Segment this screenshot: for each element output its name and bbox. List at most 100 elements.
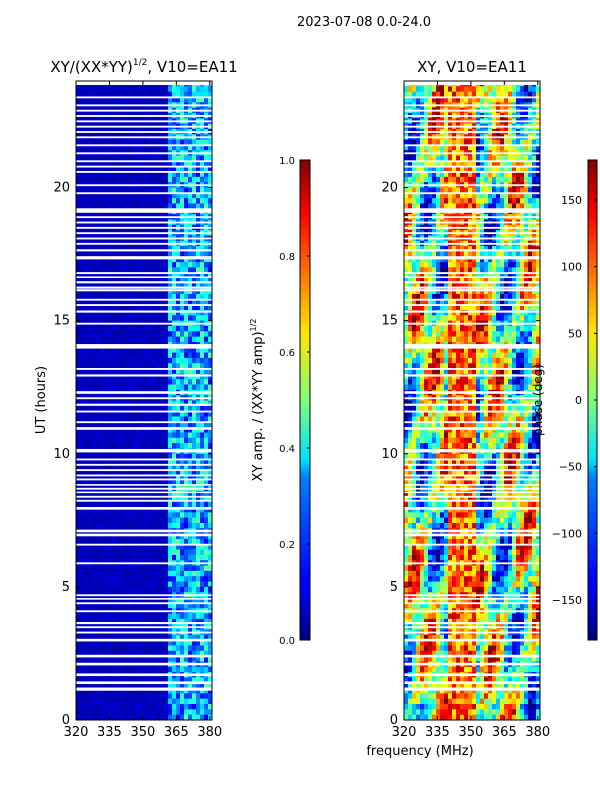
heatmap-cell [160,246,165,252]
heatmap-cell [88,427,93,433]
heatmap-cell [88,144,93,151]
heatmap-cell [96,533,101,540]
heatmap-cell [104,96,109,103]
heatmap-cell [132,160,137,167]
heatmap-cell [116,597,121,604]
heatmap-cell [76,650,81,657]
heatmap-cell [116,272,121,279]
heatmap-cell [100,411,105,417]
heatmap-cell [180,144,185,151]
heatmap-cell [188,86,193,93]
heatmap-cell [148,283,153,290]
heatmap-cell [112,176,117,183]
heatmap-cell [500,139,505,146]
heatmap-cell [168,315,173,322]
heatmap-cell [188,304,193,311]
heatmap-cell [132,453,137,460]
heatmap-cell [196,549,201,556]
heatmap-cell [168,704,173,710]
heatmap-cell [124,144,129,151]
heatmap-cell [184,459,189,465]
heatmap-cell [136,480,141,487]
heatmap-cell [132,294,137,300]
heatmap-cell [192,581,197,588]
heatmap-cell [84,586,89,593]
heatmap-cell [92,262,97,268]
heatmap-cell [124,544,129,551]
heatmap-cell [108,650,113,657]
heatmap-cell [192,427,197,433]
heatmap-cell [84,86,89,93]
heatmap-cell [104,459,109,465]
heatmap-cell [148,491,153,497]
heatmap-cell [76,192,81,199]
heatmap-cell [152,554,157,561]
heatmap-cell [196,144,201,151]
heatmap-cell [112,363,117,369]
heatmap-cell [196,698,201,705]
heatmap-cell [168,309,173,316]
heatmap-cell [128,554,133,561]
heatmap-cell [112,581,117,588]
heatmap-cell [208,373,213,380]
heatmap-cell [164,469,169,476]
heatmap-cell [160,586,165,593]
heatmap-cell [476,139,481,146]
heatmap-cell [128,634,133,641]
heatmap-cell [200,597,205,604]
heatmap-cell [104,714,109,721]
heatmap-cell [96,469,101,476]
heatmap-cell [164,267,169,274]
heatmap-cell [140,480,145,487]
heatmap-cell [88,501,93,508]
heatmap-cell [424,139,429,146]
heatmap-cell [152,91,157,98]
heatmap-cell [136,688,141,694]
heatmap-cell [100,682,105,689]
heatmap-cell [116,347,121,353]
heatmap-cell [116,421,121,428]
heatmap-cell [84,549,89,556]
heatmap-cell [124,709,129,716]
heatmap-cell [80,139,85,146]
left-colorbar-label-sup: 1/2 [249,319,258,332]
flagged-row [76,109,212,112]
heatmap-cell [184,160,189,167]
heatmap-cell [164,347,169,353]
heatmap-cell [124,256,129,263]
heatmap-cell [164,709,169,716]
heatmap-cell [84,368,89,375]
heatmap-cell [128,315,133,322]
heatmap-cell [76,581,81,588]
heatmap-cell [148,554,153,561]
heatmap-cell [100,517,105,524]
heatmap-cell [176,618,181,625]
heatmap-cell [148,501,153,508]
heatmap-cell [80,533,85,540]
heatmap-cell [168,682,173,689]
heatmap-cell [208,613,213,620]
heatmap-cell [176,459,181,465]
heatmap-cell [172,640,177,646]
heatmap-cell [188,91,193,98]
heatmap-cell [156,693,161,700]
heatmap-cell [472,155,477,162]
heatmap-cell [152,597,157,604]
heatmap-cell [88,198,93,204]
heatmap-cell [496,139,501,146]
heatmap-cell [472,96,477,103]
heatmap-cell [112,416,117,423]
heatmap-cell [208,144,213,151]
heatmap-cell [124,336,129,343]
heatmap-cell [124,171,129,178]
heatmap-cell [80,554,85,561]
heatmap-cell [172,533,177,540]
heatmap-cell [104,576,109,582]
heatmap-cell [508,91,513,98]
heatmap-cell [164,464,169,471]
heatmap-cell [184,432,189,439]
flagged-row [76,598,212,600]
heatmap-cell [160,363,165,369]
heatmap-cell [460,155,465,162]
heatmap-cell [136,411,141,417]
